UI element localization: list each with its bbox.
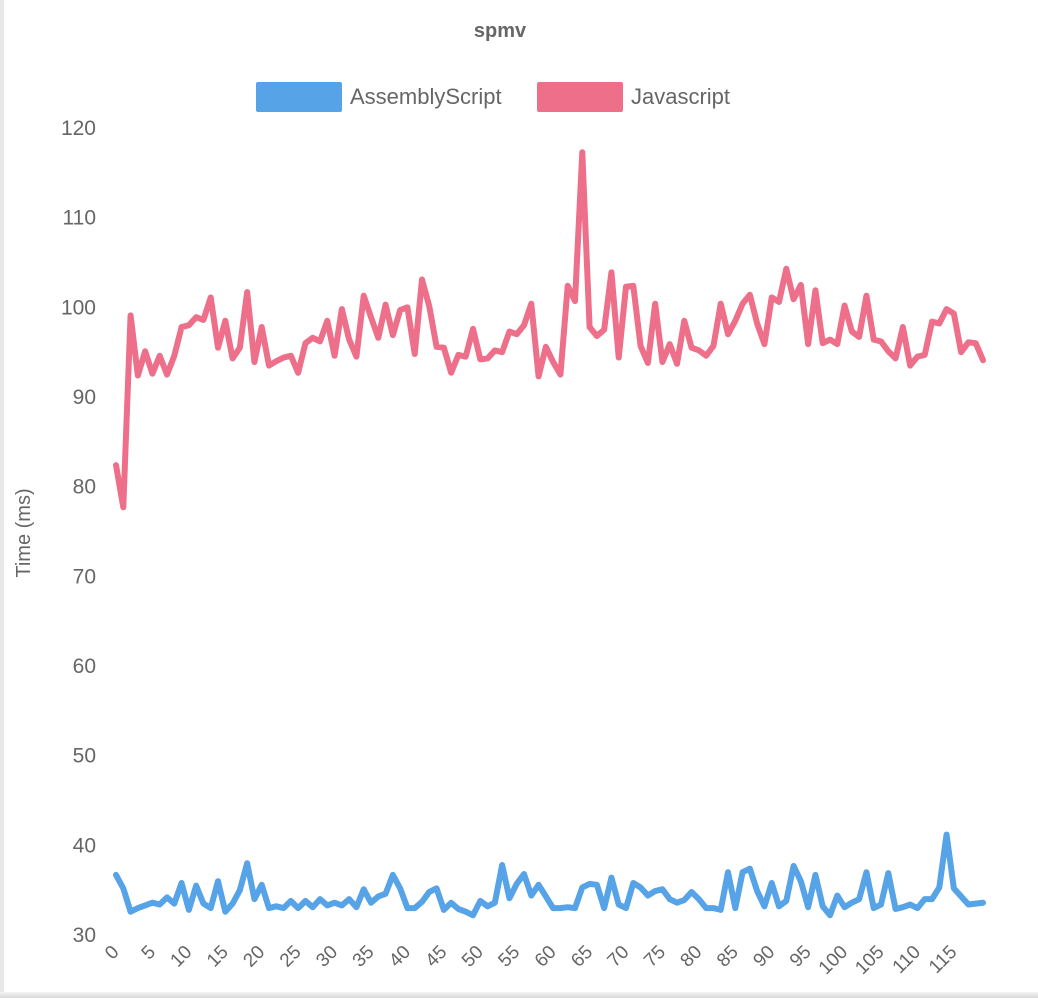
y-tick-label: 60 [73, 655, 96, 678]
x-tick-label: 25 [276, 942, 306, 972]
x-tick-label: 15 [203, 942, 233, 972]
x-tick-label: 60 [531, 942, 561, 972]
series-layer [113, 149, 986, 919]
y-tick-label: 100 [61, 296, 96, 319]
series-line-javascript[interactable] [113, 149, 986, 511]
y-tick-label: 30 [73, 924, 96, 947]
x-tick-label: 50 [458, 942, 488, 972]
x-tick-label: 100 [815, 942, 852, 979]
series-line-assemblyscript[interactable] [113, 831, 986, 919]
x-tick-label: 80 [677, 942, 707, 972]
left-frame-shadow [0, 0, 4, 998]
y-tick-label: 80 [73, 476, 96, 499]
x-tick-label: 10 [167, 942, 197, 972]
bottom-frame-shadow [0, 992, 1038, 998]
y-axis-title: Time (ms) [13, 488, 35, 577]
y-axis-ticks: 30 40 50 60 70 80 90 100 110 120 [61, 117, 96, 947]
x-tick-label: 40 [385, 942, 415, 972]
legend-swatch-assemblyscript[interactable] [256, 82, 342, 112]
x-tick-label: 90 [749, 942, 779, 972]
x-tick-label: 35 [349, 942, 379, 972]
x-tick-label: 70 [604, 942, 634, 972]
x-tick-label: 110 [889, 942, 925, 978]
x-tick-label: 115 [925, 942, 961, 978]
x-tick-label: 85 [713, 942, 743, 972]
y-tick-label: 90 [73, 386, 96, 409]
legend-label-javascript[interactable]: Javascript [631, 84, 730, 109]
x-tick-label: 95 [786, 942, 816, 972]
x-tick-label: 105 [851, 942, 888, 979]
x-tick-label: 65 [567, 942, 597, 972]
x-tick-label: 45 [422, 942, 452, 972]
x-tick-label: 20 [239, 942, 269, 972]
legend-label-assemblyscript[interactable]: AssemblyScript [350, 84, 502, 109]
legend-swatch-javascript[interactable] [537, 82, 623, 112]
x-tick-label: 30 [312, 942, 342, 972]
chart-title: spmv [474, 20, 527, 42]
y-tick-label: 120 [61, 117, 96, 140]
y-tick-label: 110 [63, 207, 96, 230]
x-tick-label: 55 [494, 942, 524, 972]
x-tick-label: 5 [138, 942, 160, 964]
legend: AssemblyScript Javascript [256, 82, 730, 112]
x-tick-label: 75 [640, 942, 670, 972]
x-axis-ticks: 0 5 10 15 20 25 30 35 40 45 50 55 60 65 70 75 80 85 90 95 10… [101, 942, 961, 979]
x-tick-label: 0 [101, 942, 123, 964]
y-tick-label: 50 [73, 745, 96, 768]
y-tick-label: 40 [73, 834, 96, 857]
y-tick-label: 70 [73, 565, 96, 588]
